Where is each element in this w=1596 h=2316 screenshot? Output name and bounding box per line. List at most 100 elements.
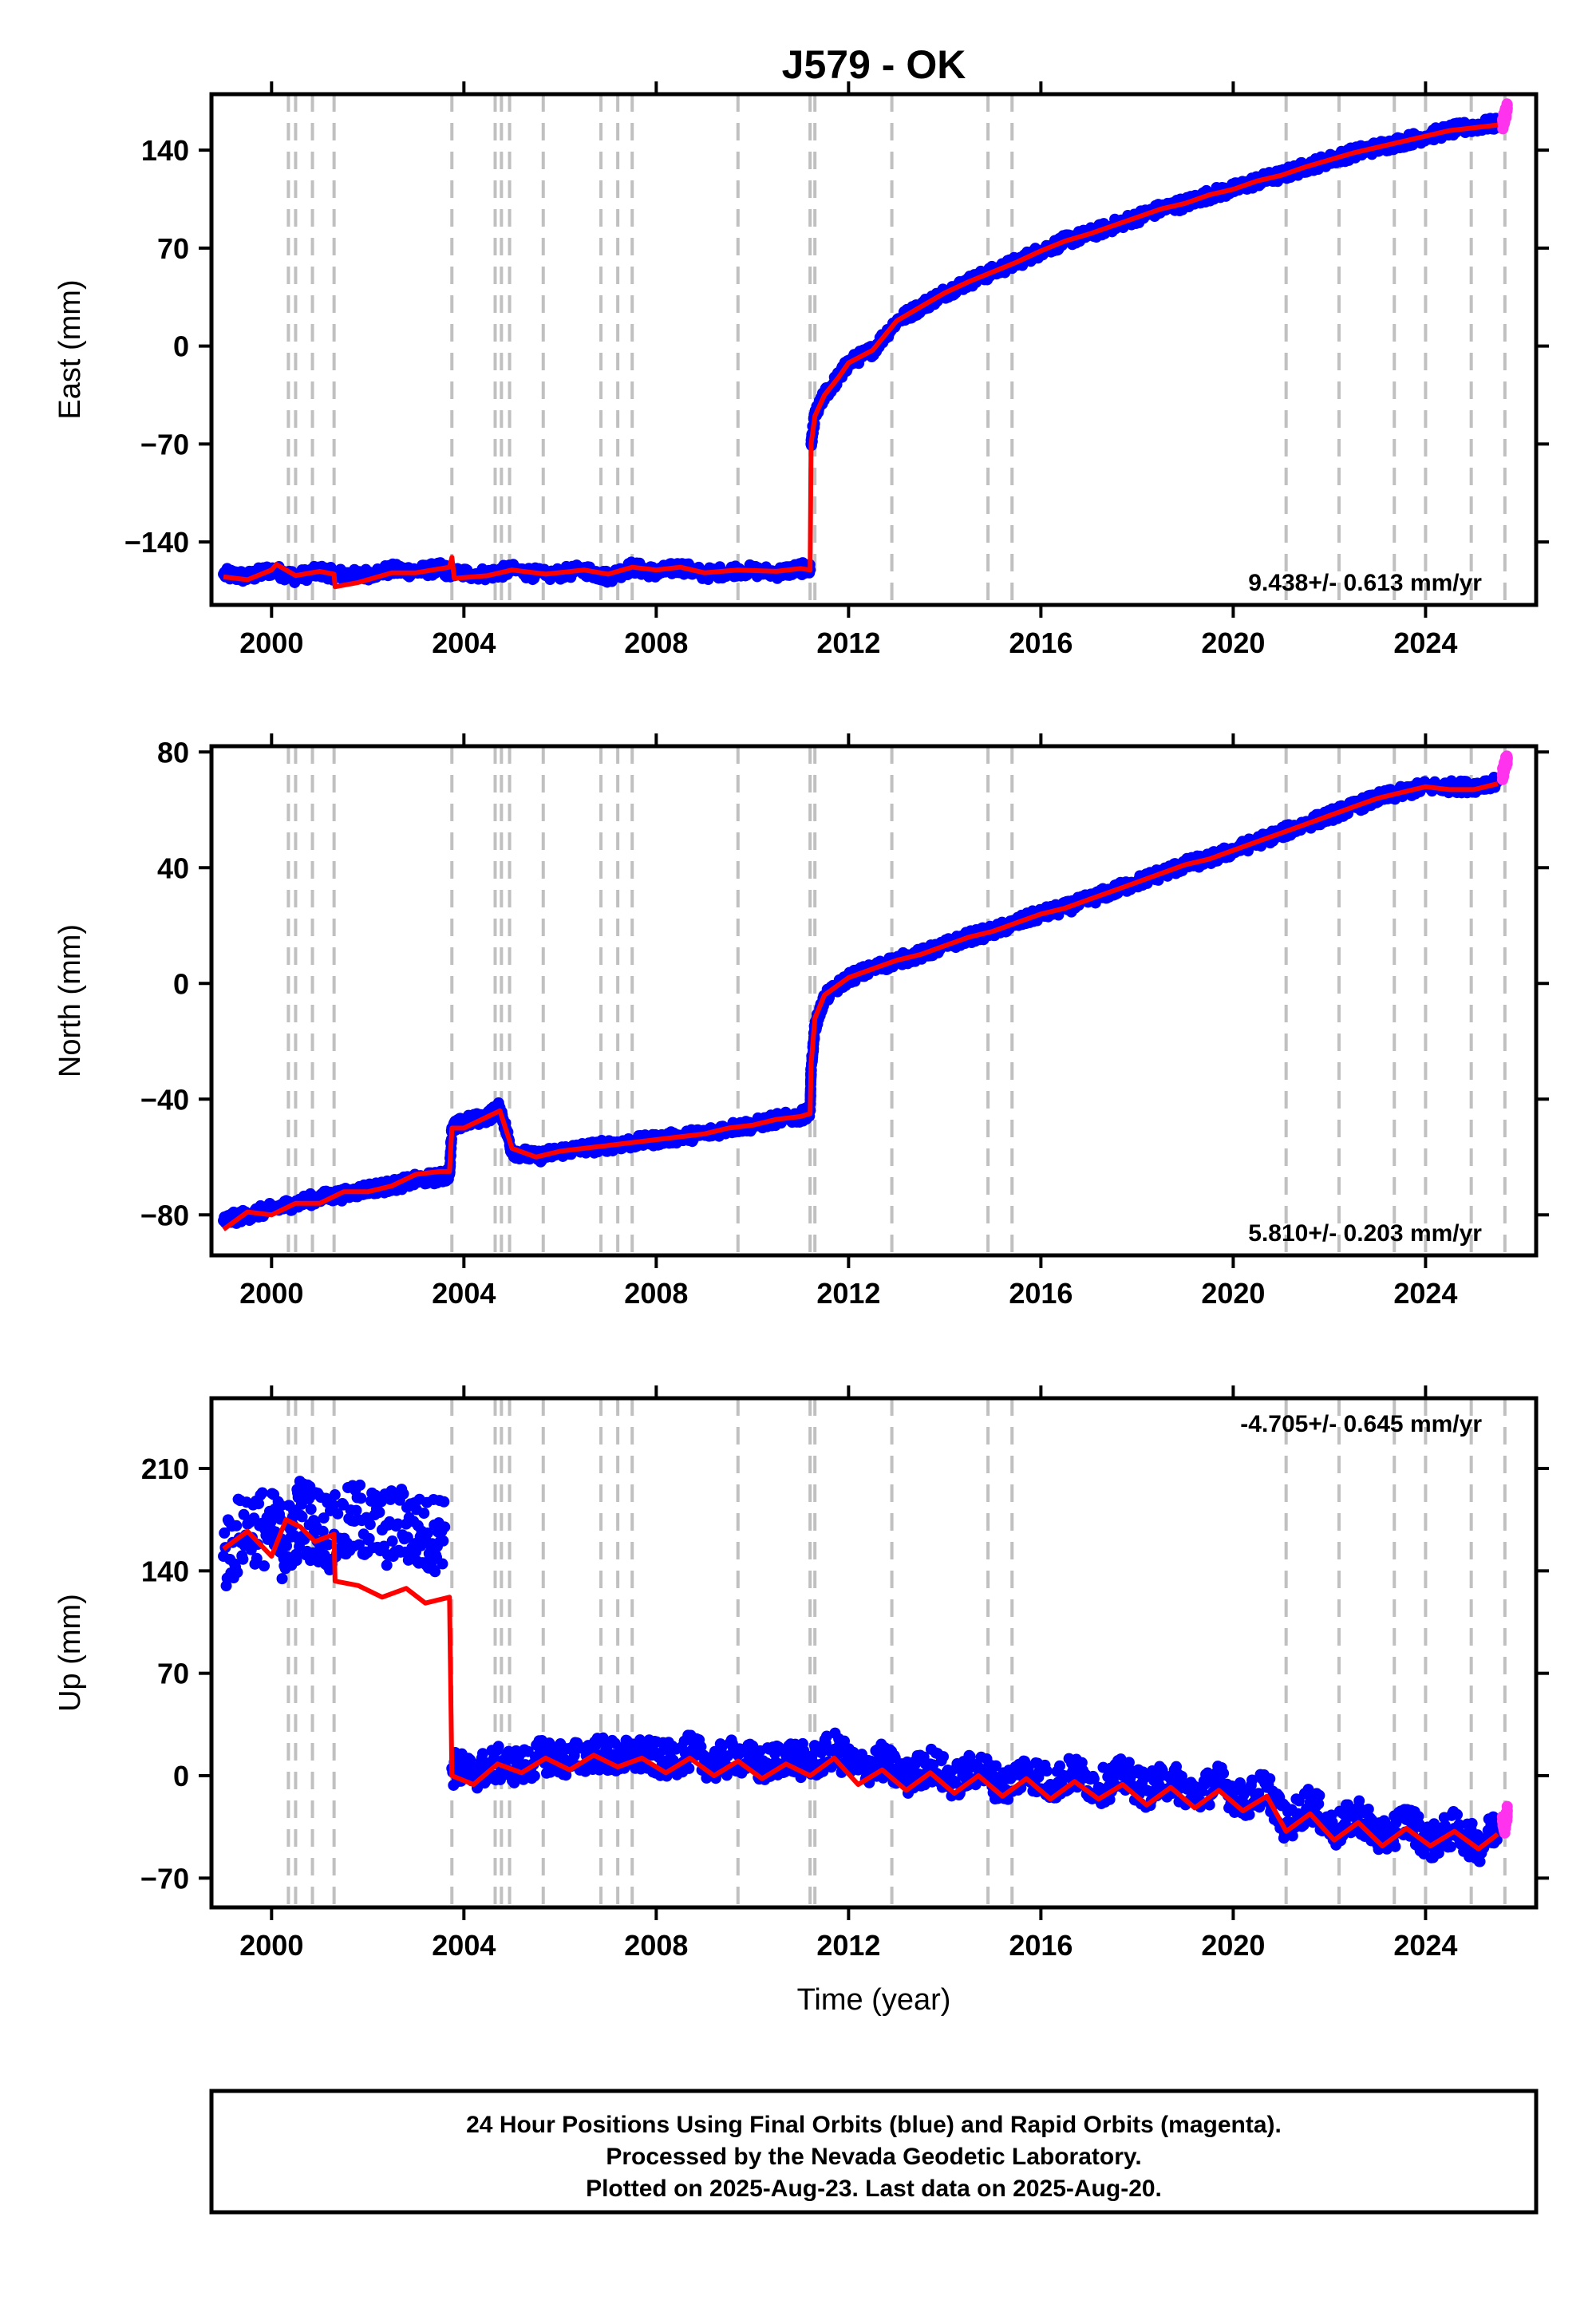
up-dense-point	[492, 1741, 504, 1753]
up-dense-point	[1474, 1856, 1486, 1867]
up-dense-point	[1246, 1774, 1258, 1786]
north-model-line	[222, 781, 1499, 1231]
up-ytick-label: −70	[140, 1862, 189, 1895]
up-ytick-label: 0	[173, 1760, 189, 1792]
up-dense-point	[363, 1532, 375, 1544]
up-xtick-label: 2020	[1201, 1929, 1265, 1962]
up-dense-point	[231, 1520, 243, 1531]
east-ytick-label: −70	[140, 428, 189, 460]
north-y-axis-label: North (mm)	[53, 924, 87, 1077]
up-dense-point	[695, 1741, 707, 1753]
up-dense-point	[438, 1496, 450, 1508]
up-point-magenta-2	[1501, 1805, 1513, 1816]
up-dense-point	[1203, 1799, 1215, 1811]
north-rate-label: 5.810+/- 0.203 mm/yr	[1248, 1220, 1482, 1247]
up-dense-point	[1326, 1816, 1338, 1828]
up-xtick-label: 2000	[239, 1929, 303, 1962]
up-ytick-label: 70	[157, 1658, 189, 1690]
north-xtick-label: 2000	[239, 1277, 303, 1310]
footer-line-2: Processed by the Nevada Geodetic Laborat…	[606, 2144, 1141, 2170]
up-dense-point	[281, 1539, 293, 1551]
up-dense-point	[1428, 1818, 1440, 1830]
up-dense-point	[1218, 1768, 1230, 1780]
up-dense-point	[476, 1748, 488, 1760]
up-dense-point	[1088, 1773, 1100, 1784]
up-model-line	[222, 1517, 1499, 1852]
up-ytick-label: 210	[141, 1452, 189, 1485]
footer-line-1: 24 Hour Positions Using Final Orbits (bl…	[466, 2112, 1282, 2138]
up-dense-point	[296, 1511, 308, 1523]
chart-title: J579 - OK	[782, 42, 966, 87]
up-dense-point	[386, 1535, 398, 1547]
east-ytick-label: 0	[173, 330, 189, 363]
up-dense-point	[1389, 1840, 1401, 1852]
up-dense-point	[1234, 1777, 1246, 1788]
north-xtick-label: 2012	[816, 1277, 880, 1310]
x-axis-label: Time (year)	[797, 1983, 951, 2017]
up-xtick-label: 2016	[1009, 1929, 1073, 1962]
up-dense-point	[1243, 1808, 1255, 1820]
up-dense-point	[364, 1519, 376, 1531]
up-dense-point	[392, 1518, 404, 1530]
up-dense-point	[373, 1507, 385, 1519]
up-dense-point	[237, 1553, 249, 1565]
up-dense-point	[634, 1734, 646, 1746]
north-ytick-label: −80	[140, 1199, 189, 1231]
up-dense-point	[429, 1566, 441, 1578]
up-series-magenta	[1496, 1800, 1513, 1839]
east-ytick-label: 70	[157, 232, 189, 265]
up-dense-point	[355, 1492, 367, 1504]
up-dense-point	[350, 1504, 362, 1516]
north-ytick-label: 80	[157, 736, 189, 769]
north-ytick-label: 40	[157, 852, 189, 884]
up-series-blue	[218, 1476, 1503, 1867]
north-xtick-label: 2016	[1009, 1277, 1073, 1310]
up-dense-point	[683, 1762, 695, 1774]
up-rate-label: -4.705+/- 0.645 mm/yr	[1240, 1411, 1482, 1437]
up-dense-point	[421, 1528, 433, 1539]
up-dense-point	[256, 1487, 268, 1499]
up-dense-point	[259, 1560, 271, 1572]
up-dense-point	[1313, 1798, 1325, 1810]
up-dense-point	[1452, 1808, 1464, 1820]
east-xtick-label: 2008	[624, 626, 688, 659]
up-dense-point	[1314, 1789, 1325, 1801]
up-dense-point	[1362, 1803, 1374, 1815]
up-dense-point	[231, 1567, 243, 1579]
up-dense-point	[318, 1512, 330, 1524]
east-model-line	[223, 122, 1499, 590]
up-dense-point	[251, 1552, 263, 1564]
east-xtick-label: 2020	[1201, 626, 1265, 659]
up-dense-point	[1123, 1757, 1135, 1769]
up-dense-point	[1466, 1817, 1478, 1829]
north-xtick-label: 2020	[1201, 1277, 1265, 1310]
east-plot-frame	[209, 92, 1539, 607]
east-series-magenta	[1496, 98, 1513, 135]
up-dense-point	[568, 1749, 580, 1761]
east-xtick-label: 2016	[1009, 626, 1073, 659]
up-dense-point	[397, 1488, 409, 1500]
footer-box: 24 Hour Positions Using Final Orbits (bl…	[209, 2089, 1539, 2215]
up-dense-point	[401, 1531, 413, 1543]
east-ytick-label: 140	[141, 134, 189, 167]
up-point-blue-11	[439, 1521, 451, 1533]
up-xtick-label: 2004	[432, 1929, 496, 1962]
up-dense-point	[290, 1555, 302, 1567]
north-xtick-label: 2024	[1393, 1277, 1457, 1310]
north-series-magenta	[1496, 750, 1513, 785]
footer-line-3: Plotted on 2025-Aug-23. Last data on 202…	[586, 2176, 1162, 2202]
up-y-axis-label: Up (mm)	[53, 1594, 87, 1712]
up-xtick-label: 2024	[1393, 1929, 1457, 1962]
up-dense-point	[1054, 1760, 1066, 1772]
north-ytick-label: 0	[173, 967, 189, 1000]
up-dense-point	[253, 1498, 265, 1510]
up-dense-point	[528, 1770, 540, 1782]
up-dense-point	[990, 1760, 1002, 1772]
up-dense-point	[275, 1500, 287, 1512]
up-dense-point	[418, 1508, 430, 1520]
east-xtick-label: 2004	[432, 626, 496, 659]
up-dense-point	[329, 1489, 341, 1501]
